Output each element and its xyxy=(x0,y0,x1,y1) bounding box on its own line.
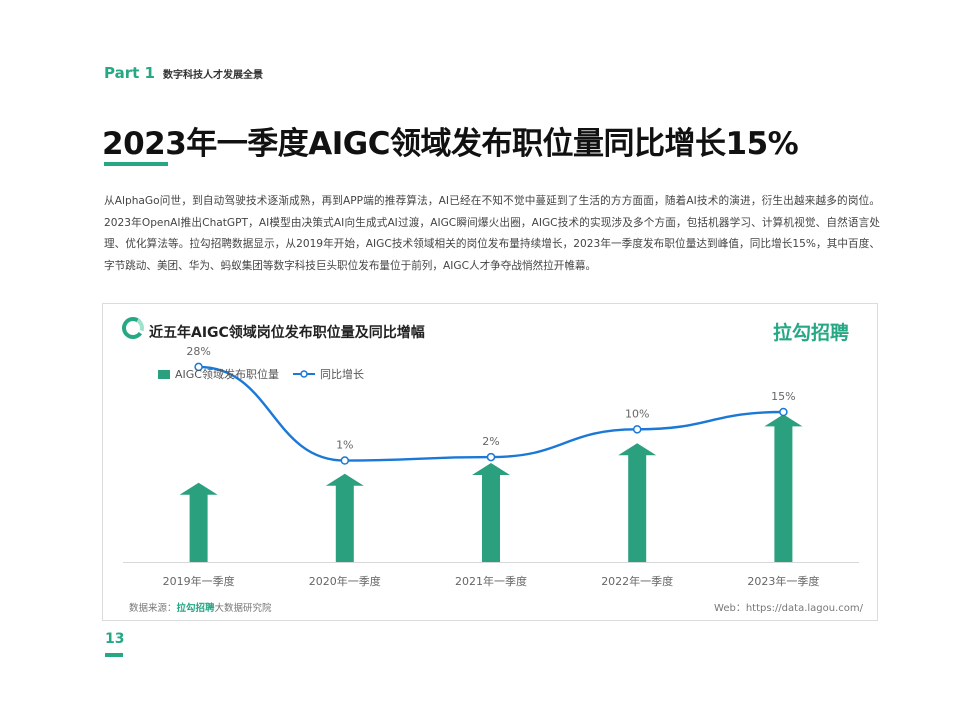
growth-label-4: 10% xyxy=(625,407,649,420)
page-number-underline xyxy=(105,653,123,657)
part-title: 数字科技人才发展全景 xyxy=(162,70,263,81)
page-number: 13 xyxy=(105,631,125,647)
data-source: 数据来源：拉勾招聘大数据研究院 xyxy=(129,600,272,614)
legend-line-swatch xyxy=(292,370,315,378)
section-header: Part 1 数字科技人才发展全景 xyxy=(104,64,263,82)
bar-1 xyxy=(179,482,218,562)
growth-point-2 xyxy=(340,456,350,465)
brand-logo: 拉勾招聘 xyxy=(772,322,849,344)
headline-underline xyxy=(104,162,168,166)
legend-item-line: 同比增长 xyxy=(292,366,364,382)
chart-logo-icon xyxy=(122,317,144,339)
growth-point-3 xyxy=(486,452,496,462)
legend-bar-label: AIGC领域发布职位量 xyxy=(175,368,279,381)
growth-point-4 xyxy=(632,425,642,434)
x-tick-label-1: 2019年一季度 xyxy=(163,574,235,588)
page-headline: 2023年一季度AIGC领域发布职位量同比增长15% xyxy=(102,126,799,162)
growth-label-3: 2% xyxy=(482,435,499,448)
growth-label-2: 1% xyxy=(336,439,353,452)
legend-item-bar: AIGC领域发布职位量 xyxy=(158,366,279,382)
growth-point-5 xyxy=(779,407,788,417)
source-brand: 拉勾招聘 xyxy=(176,603,215,614)
growth-point-1 xyxy=(194,362,203,372)
x-tick-label-4: 2022年一季度 xyxy=(601,574,673,588)
x-tick-label-3: 2021年一季度 xyxy=(455,574,527,588)
growth-label-1: 28% xyxy=(186,345,210,358)
body-paragraph: 从AlphaGo问世，到自动驾驶技术逐渐成熟，再到APP端的推荐算法，AI已经在… xyxy=(104,195,880,272)
chart-canvas: 28% 1% 2% 10% 15% 2019年一季度 2020年一季度 2021年一季度 202… xyxy=(123,345,859,588)
bar-3 xyxy=(472,463,510,562)
chart-panel: 28% 1% 2% 10% 15% 2019年一季度 2020年一季度 2021年一季度 202… xyxy=(102,303,878,621)
source-suffix: 大数据研究院 xyxy=(214,603,272,614)
chart-legend: AIGC领域发布职位量 同比增长 xyxy=(158,366,378,382)
bar-4 xyxy=(618,443,657,562)
bar-5 xyxy=(764,414,803,562)
part-label: Part 1 xyxy=(104,64,155,82)
web-url: Web：https://data.lagou.com/ xyxy=(714,603,863,614)
chart-title: 近五年AIGC领域岗位发布职位量及同比增幅 xyxy=(149,325,425,341)
x-tick-label-5: 2023年一季度 xyxy=(747,574,819,588)
x-tick-label-2: 2020年一季度 xyxy=(309,574,381,588)
bar-2 xyxy=(325,473,364,562)
legend-bar-swatch xyxy=(158,369,170,379)
legend-line-label: 同比增长 xyxy=(319,368,364,381)
source-prefix: 数据来源： xyxy=(129,603,177,614)
growth-label-5: 15% xyxy=(771,390,795,403)
